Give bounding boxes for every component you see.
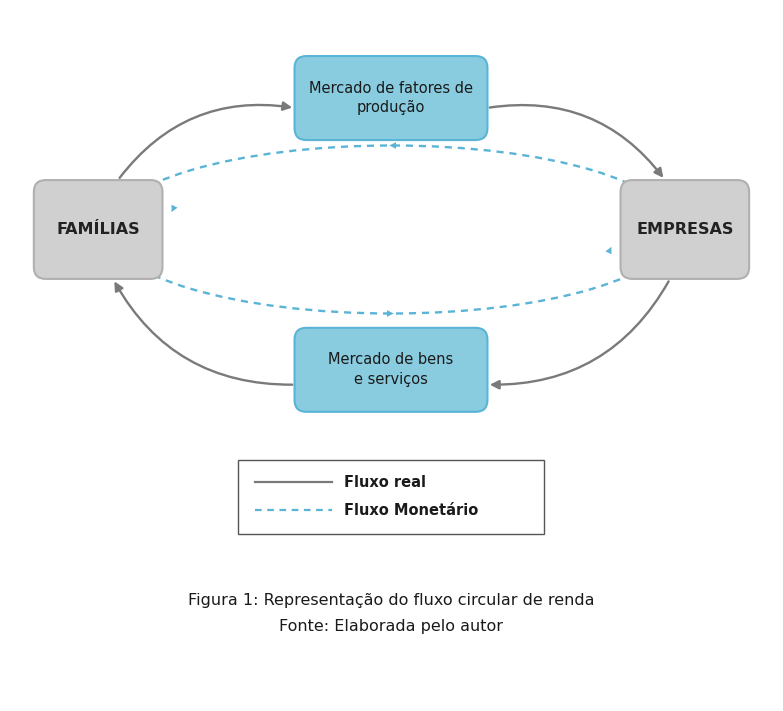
FancyBboxPatch shape (238, 460, 544, 534)
Text: Mercado de bens
e serviços: Mercado de bens e serviços (328, 353, 453, 387)
Text: EMPRESAS: EMPRESAS (636, 222, 734, 237)
Text: Figura 1: Representação do fluxo circular de renda: Figura 1: Representação do fluxo circula… (188, 592, 594, 608)
Text: Fonte: Elaborada pelo autor: Fonte: Elaborada pelo autor (279, 619, 503, 634)
FancyArrowPatch shape (116, 284, 292, 385)
Text: Fluxo Monetário: Fluxo Monetário (344, 503, 478, 518)
FancyBboxPatch shape (294, 56, 488, 140)
FancyBboxPatch shape (294, 328, 488, 412)
FancyBboxPatch shape (621, 180, 749, 279)
FancyArrowPatch shape (493, 282, 669, 388)
FancyBboxPatch shape (34, 180, 162, 279)
Text: FAMÍLIAS: FAMÍLIAS (56, 222, 140, 237)
Text: Fluxo real: Fluxo real (344, 475, 425, 490)
Text: Mercado de fatores de
produção: Mercado de fatores de produção (309, 80, 473, 115)
FancyArrowPatch shape (120, 102, 290, 178)
FancyArrowPatch shape (489, 105, 662, 176)
